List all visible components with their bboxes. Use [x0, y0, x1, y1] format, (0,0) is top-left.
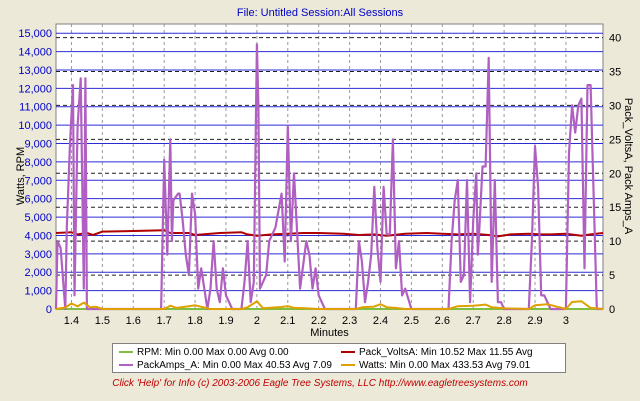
x-tick-label: 1.9: [218, 315, 233, 327]
x-tick-label: 2.8: [496, 315, 511, 327]
legend-text: Pack_VoltsA: Min 10.52 Max 11.55 Avg: [359, 347, 533, 358]
y-tick-label-left: 2,000: [24, 267, 52, 279]
y-tick-label-left: 4,000: [24, 230, 52, 242]
x-tick-label: 2.4: [373, 315, 388, 327]
y-tick-label-left: 13,000: [18, 65, 52, 77]
y-tick-label-left: 14,000: [18, 47, 52, 59]
plot-area: [55, 23, 604, 310]
x-tick-label: 2.5: [404, 315, 419, 327]
legend-swatch: [341, 351, 355, 354]
y-tick-label-right: 5: [609, 270, 615, 282]
y-tick-label-left: 0: [46, 304, 52, 316]
y-tick-label-left: 5,000: [24, 212, 52, 224]
x-tick-label: 1.5: [95, 315, 110, 327]
legend-swatch: [341, 364, 355, 367]
legend-text: PackAmps_A: Min 0.00 Max 40.53 Avg 7.09: [137, 360, 332, 371]
y-tick-label-left: 10,000: [18, 120, 52, 132]
legend-entry-pack-amps: PackAmps_A: Min 0.00 Max 40.53 Avg 7.09: [119, 359, 332, 372]
y-tick-label-right: 25: [609, 134, 621, 146]
legend-entry-watts: Watts: Min 0.00 Max 433.53 Avg 79.01: [341, 359, 530, 372]
x-tick-label: 1.4: [64, 315, 79, 327]
chart-title: File: Untitled Session:All Sessions: [236, 7, 404, 19]
y-tick-label-right: 20: [609, 168, 621, 180]
y-tick-label-right: 35: [609, 67, 621, 79]
x-tick-label: 2.6: [435, 315, 450, 327]
y-tick-label-right: 15: [609, 202, 621, 214]
legend-entry-rpm: RPM: Min 0.00 Max 0.00 Avg 0.00: [119, 346, 289, 359]
y-tick-label-left: 1,000: [24, 286, 52, 298]
y-tick-label-left: 15,000: [18, 28, 52, 40]
x-tick-label: 2.9: [527, 315, 542, 327]
x-tick-label: 3: [563, 315, 569, 327]
x-tick-label: 1.8: [187, 315, 202, 327]
x-tick-label: 2: [254, 315, 260, 327]
legend-swatch: [119, 351, 133, 354]
y-tick-label-left: 3,000: [24, 249, 52, 261]
y-tick-label-left: 9,000: [24, 139, 52, 151]
chart-legend: RPM: Min 0.00 Max 0.00 Avg 0.00 Pack_Vol…: [112, 343, 566, 373]
y-tick-label-right: 0: [609, 304, 615, 316]
y-axis-label-right: Pack_VoltsA, Pack Amps_A: [622, 97, 635, 235]
x-axis-label: Minutes: [310, 327, 349, 339]
y-axis-label-left: Watts, RPM: [15, 146, 28, 206]
legend-swatch: [119, 364, 133, 367]
y-tick-label-right: 10: [609, 236, 621, 248]
series-line-packamps-a: [54, 43, 603, 311]
y-tick-label-left: 6,000: [24, 194, 52, 206]
y-tick-label-right: 30: [609, 100, 621, 112]
series-line-pack-voltsa: [55, 229, 604, 238]
y-tick-label-left: 12,000: [18, 83, 52, 95]
legend-text: RPM: Min 0.00 Max 0.00 Avg 0.00: [137, 347, 289, 358]
y-tick-label-left: 7,000: [24, 175, 52, 187]
x-tick-label: 2.2: [311, 315, 326, 327]
x-tick-label: 1.6: [126, 315, 141, 327]
x-tick-label: 2.1: [280, 315, 295, 327]
legend-text: Watts: Min 0.00 Max 433.53 Avg 79.01: [359, 360, 531, 371]
series-line-watts: [55, 300, 604, 310]
y-tick-label-left: 11,000: [19, 102, 52, 114]
x-tick-label: 2.3: [342, 315, 357, 327]
footer-copyright: Click 'Help' for Info (c) 2003-2006 Eagl…: [112, 378, 528, 389]
y-tick-label-right: 40: [609, 33, 621, 45]
y-tick-label-left: 8,000: [24, 157, 52, 169]
x-tick-label: 2.7: [466, 315, 481, 327]
legend-entry-pack-volts: Pack_VoltsA: Min 10.52 Max 11.55 Avg: [341, 346, 533, 359]
x-tick-label: 1.7: [157, 315, 172, 327]
